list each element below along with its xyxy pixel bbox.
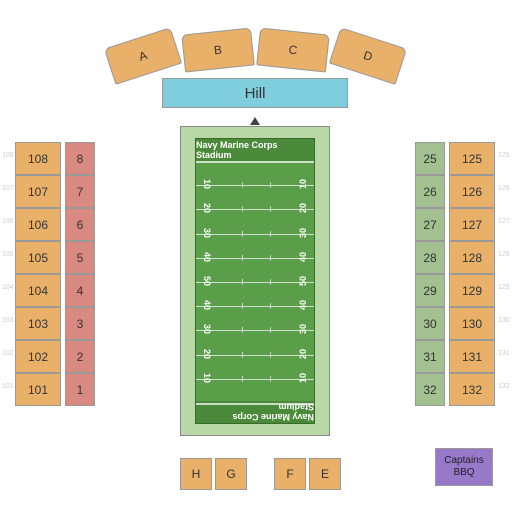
section-26[interactable]: 26 <box>415 175 445 208</box>
section-103[interactable]: 103 <box>15 307 61 340</box>
yard-marker: 40 <box>298 252 308 262</box>
section-30[interactable]: 30 <box>415 307 445 340</box>
section-e[interactable]: E <box>309 458 341 490</box>
section-8[interactable]: 8 <box>65 142 95 175</box>
section-129[interactable]: 129 <box>449 274 495 307</box>
yard-marker: 30 <box>202 324 212 334</box>
section-128[interactable]: 128 <box>449 241 495 274</box>
football-field: Navy Marine Corps StadiumNavy Marine Cor… <box>195 138 315 424</box>
section-131[interactable]: 131 <box>449 340 495 373</box>
endzone-top: Navy Marine Corps Stadium <box>196 139 314 161</box>
yard-marker: 30 <box>298 228 308 238</box>
yard-marker: 20 <box>298 349 308 359</box>
yard-marker: 30 <box>298 324 308 334</box>
section-27[interactable]: 27 <box>415 208 445 241</box>
yard-marker: 10 <box>202 373 212 383</box>
section-7[interactable]: 7 <box>65 175 95 208</box>
captains-bbq[interactable]: CaptainsBBQ <box>435 448 493 486</box>
section-f[interactable]: F <box>274 458 306 490</box>
section-105[interactable]: 105 <box>15 241 61 274</box>
yard-marker: 10 <box>298 179 308 189</box>
section-108[interactable]: 108 <box>15 142 61 175</box>
section-127[interactable]: 127 <box>449 208 495 241</box>
section-104[interactable]: 104 <box>15 274 61 307</box>
yard-marker: 30 <box>202 228 212 238</box>
yard-marker: 40 <box>202 300 212 310</box>
section-28[interactable]: 28 <box>415 241 445 274</box>
section-125[interactable]: 125 <box>449 142 495 175</box>
top-section-d[interactable]: D <box>329 27 407 85</box>
section-29[interactable]: 29 <box>415 274 445 307</box>
yard-marker: 10 <box>298 373 308 383</box>
section-5[interactable]: 5 <box>65 241 95 274</box>
section-6[interactable]: 6 <box>65 208 95 241</box>
section-32[interactable]: 32 <box>415 373 445 406</box>
yard-marker: 20 <box>202 349 212 359</box>
top-section-a[interactable]: A <box>104 27 182 85</box>
section-2[interactable]: 2 <box>65 340 95 373</box>
section-106[interactable]: 106 <box>15 208 61 241</box>
section-4[interactable]: 4 <box>65 274 95 307</box>
section-1[interactable]: 1 <box>65 373 95 406</box>
yard-marker: 20 <box>202 203 212 213</box>
yard-marker: 20 <box>298 203 308 213</box>
section-130[interactable]: 130 <box>449 307 495 340</box>
top-section-c[interactable]: C <box>256 27 330 72</box>
yard-marker: 40 <box>202 252 212 262</box>
yard-marker: 50 <box>298 276 308 286</box>
section-h[interactable]: H <box>180 458 212 490</box>
field-arrow-icon <box>250 117 260 125</box>
section-102[interactable]: 102 <box>15 340 61 373</box>
section-132[interactable]: 132 <box>449 373 495 406</box>
yard-marker: 10 <box>202 179 212 189</box>
top-section-b[interactable]: B <box>181 27 255 72</box>
section-31[interactable]: 31 <box>415 340 445 373</box>
section-101[interactable]: 101 <box>15 373 61 406</box>
section-126[interactable]: 126 <box>449 175 495 208</box>
section-107[interactable]: 107 <box>15 175 61 208</box>
section-25[interactable]: 25 <box>415 142 445 175</box>
yard-marker: 40 <box>298 300 308 310</box>
section-3[interactable]: 3 <box>65 307 95 340</box>
section-g[interactable]: G <box>215 458 247 490</box>
hill-section[interactable]: Hill <box>162 78 348 108</box>
yard-marker: 50 <box>202 276 212 286</box>
